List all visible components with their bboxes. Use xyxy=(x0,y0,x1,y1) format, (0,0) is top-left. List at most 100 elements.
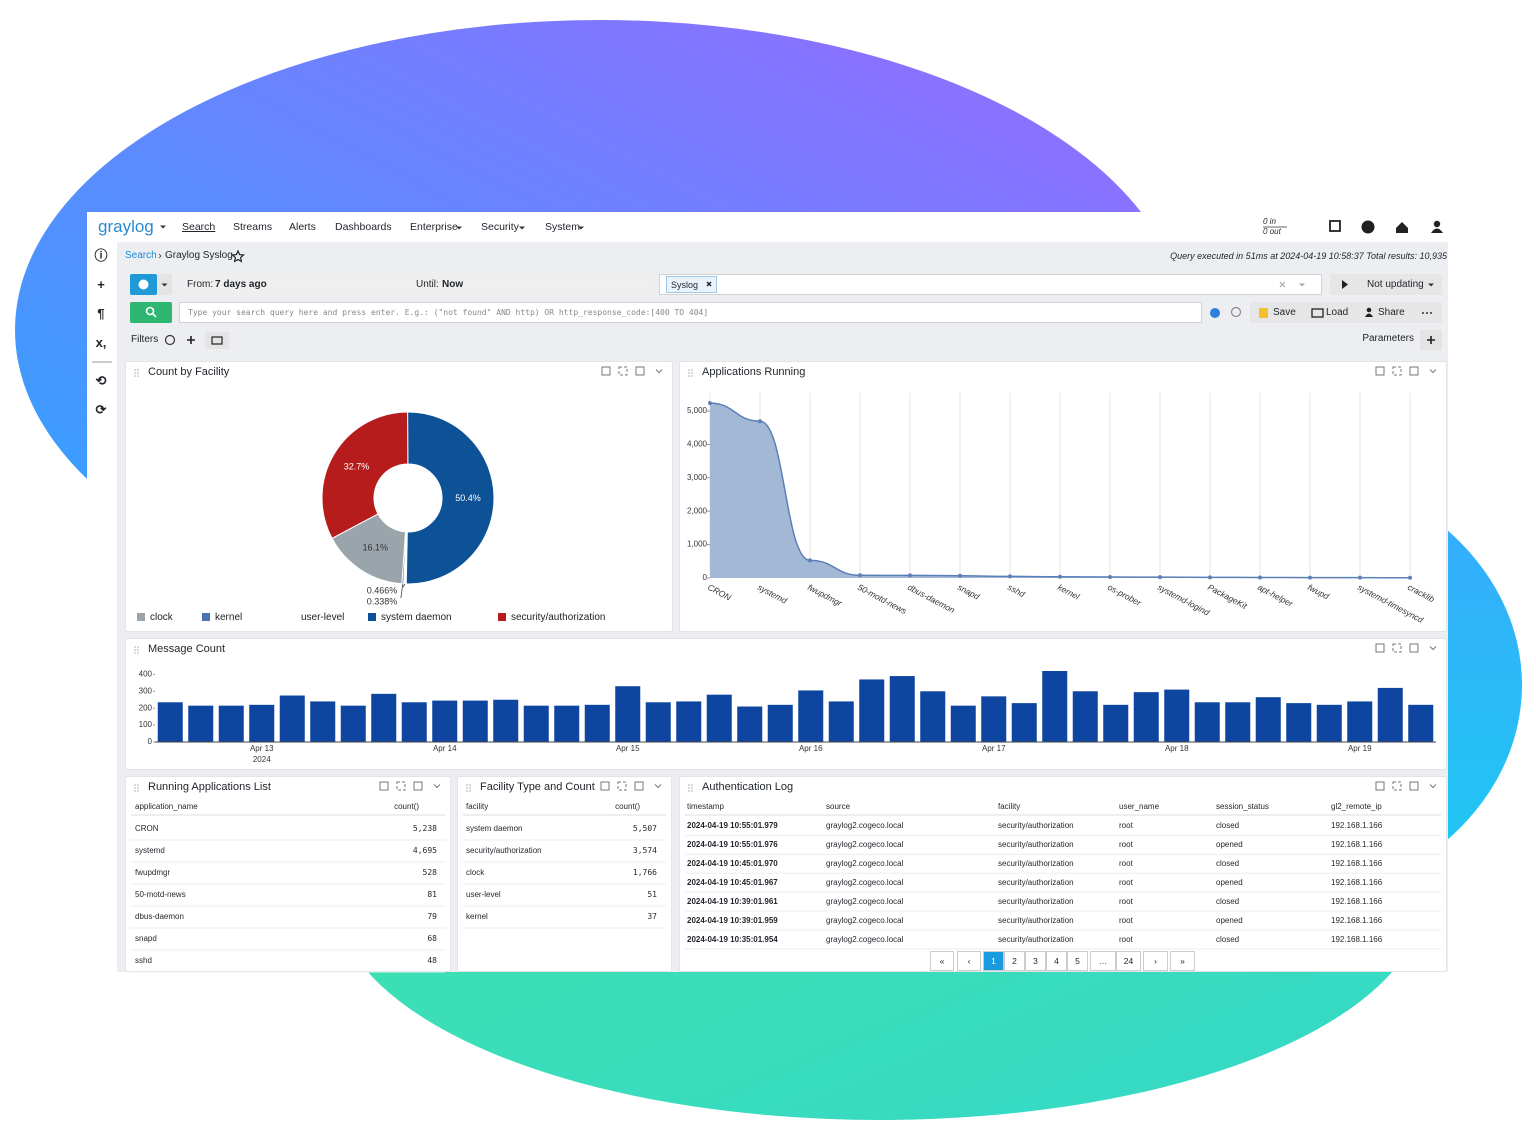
table-cell: security/authorization xyxy=(998,840,1074,850)
search-button[interactable] xyxy=(130,302,172,323)
nav-link[interactable]: Alerts xyxy=(289,220,316,233)
nav-link[interactable]: Dashboards xyxy=(335,220,392,233)
column-header[interactable]: count() xyxy=(615,802,640,812)
table-cell: 4,695 xyxy=(412,846,437,856)
widget-title: Running Applications List xyxy=(148,781,271,794)
widget xyxy=(457,776,672,972)
page-button[interactable] xyxy=(1143,951,1168,971)
page-button[interactable] xyxy=(957,951,981,971)
column-header[interactable]: count() xyxy=(394,802,419,812)
time-caret[interactable] xyxy=(157,274,172,295)
time-button[interactable] xyxy=(130,274,157,295)
column-header[interactable]: application_name xyxy=(135,802,198,812)
nav-link[interactable]: Enterprise xyxy=(410,220,458,233)
nav-link[interactable]: Security xyxy=(481,220,519,233)
table-cell: sshd xyxy=(135,956,152,966)
page-button[interactable] xyxy=(1067,951,1088,971)
sidebar-button[interactable]: x, xyxy=(95,335,107,351)
table-cell: graylog2.cogeco.local xyxy=(826,877,904,887)
table-cell: root xyxy=(1119,915,1133,925)
table-cell: 81 xyxy=(427,890,437,900)
page-label[interactable]: … xyxy=(1098,955,1108,966)
table-cell: closed xyxy=(1216,859,1240,868)
column-header[interactable]: session_status xyxy=(1216,802,1269,812)
widget xyxy=(679,776,1447,972)
widget xyxy=(679,361,1447,632)
table-cell: clock xyxy=(466,868,485,878)
stream-tag xyxy=(666,276,717,293)
logo[interactable]: graylog xyxy=(98,216,154,236)
table-cell: opened xyxy=(1216,877,1243,887)
action-button[interactable]: Share xyxy=(1378,307,1405,318)
table-cell: 1,766 xyxy=(632,868,657,878)
page-button[interactable] xyxy=(1025,951,1046,971)
sidebar-button[interactable]: ⟳ xyxy=(95,402,107,418)
add-parameter[interactable] xyxy=(1420,330,1442,350)
page-label[interactable]: 1 xyxy=(991,955,996,966)
query-info: Query executed in 51ms at 2024-04-19 10:… xyxy=(1170,250,1447,261)
table-cell: security/authorization xyxy=(998,821,1074,831)
placeholder: Type your search query here and press en… xyxy=(188,308,709,318)
page-label[interactable]: › xyxy=(1154,955,1157,966)
stream-tag: Syslog xyxy=(671,279,699,290)
page-button[interactable] xyxy=(1004,951,1025,971)
sidebar-button[interactable]: + xyxy=(97,277,105,293)
column-header[interactable]: source xyxy=(826,802,851,812)
table-cell: user-level xyxy=(466,890,501,900)
action-button[interactable]: Load xyxy=(1326,307,1349,318)
table-cell: closed xyxy=(1216,896,1240,906)
table-cell: kernel xyxy=(466,912,488,922)
page-button[interactable] xyxy=(930,951,954,971)
page-label[interactable]: » xyxy=(1180,955,1185,966)
refresh-button[interactable] xyxy=(1330,274,1442,295)
page-button[interactable] xyxy=(1170,951,1195,971)
nav-link[interactable]: Streams xyxy=(233,220,273,233)
page-label[interactable]: 3 xyxy=(1033,955,1038,966)
table-cell: graylog2.cogeco.local xyxy=(826,915,904,925)
table-cell: root xyxy=(1119,934,1133,944)
table-cell: 2024-04-19 10:55:01.979 xyxy=(687,821,778,831)
page-button[interactable] xyxy=(1090,951,1116,971)
breadcrumb-link[interactable]: Search xyxy=(125,250,157,261)
throughput: 0 in xyxy=(1263,217,1276,227)
table-cell: root xyxy=(1119,896,1133,906)
widget-title: Applications Running xyxy=(702,366,806,379)
query-input[interactable] xyxy=(179,302,1202,323)
sidebar-button[interactable]: ⟲ xyxy=(95,373,107,389)
widget-title: Message Count xyxy=(148,643,226,656)
column-header[interactable]: gl2_remote_ip xyxy=(1331,802,1382,812)
page-label[interactable]: 2 xyxy=(1012,955,1017,966)
table-cell: snapd xyxy=(135,934,157,944)
column-header[interactable]: facility xyxy=(998,802,1021,812)
page-label[interactable]: 24 xyxy=(1123,955,1134,966)
action-button[interactable]: Save xyxy=(1273,307,1296,318)
page-label[interactable]: ‹ xyxy=(967,955,971,966)
table-cell: dbus-daemon xyxy=(135,912,184,922)
page-label[interactable]: 4 xyxy=(1054,955,1059,966)
breadcrumb: Graylog Syslog xyxy=(165,250,233,261)
stream-select[interactable] xyxy=(659,274,1322,295)
table-cell: 37 xyxy=(647,912,657,922)
nav-link[interactable]: System xyxy=(545,220,581,233)
table-cell: system daemon xyxy=(466,824,523,834)
column-header[interactable]: facility xyxy=(466,802,489,812)
folder-button[interactable] xyxy=(205,332,229,349)
page-button[interactable] xyxy=(983,951,1004,971)
widget-title: Authentication Log xyxy=(702,781,794,794)
page-label[interactable]: 5 xyxy=(1075,955,1080,966)
column-header[interactable]: timestamp xyxy=(687,802,724,812)
table-cell: security/authorization xyxy=(466,846,542,856)
column-header[interactable]: user_name xyxy=(1119,802,1160,812)
sidebar-button[interactable]: ⓘ xyxy=(94,248,108,264)
sidebar-button[interactable]: ¶ xyxy=(97,306,105,322)
page-button[interactable] xyxy=(1116,951,1141,971)
table-cell: root xyxy=(1119,877,1133,887)
page-label[interactable]: « xyxy=(939,955,945,966)
table-cell: 5,507 xyxy=(632,824,657,834)
label: Parameters xyxy=(1362,333,1414,344)
table-cell: closed xyxy=(1216,934,1240,944)
page-button[interactable] xyxy=(1046,951,1067,971)
nav-link[interactable]: Search xyxy=(182,220,216,233)
table-cell: 192.168.1.166 xyxy=(1331,821,1383,831)
